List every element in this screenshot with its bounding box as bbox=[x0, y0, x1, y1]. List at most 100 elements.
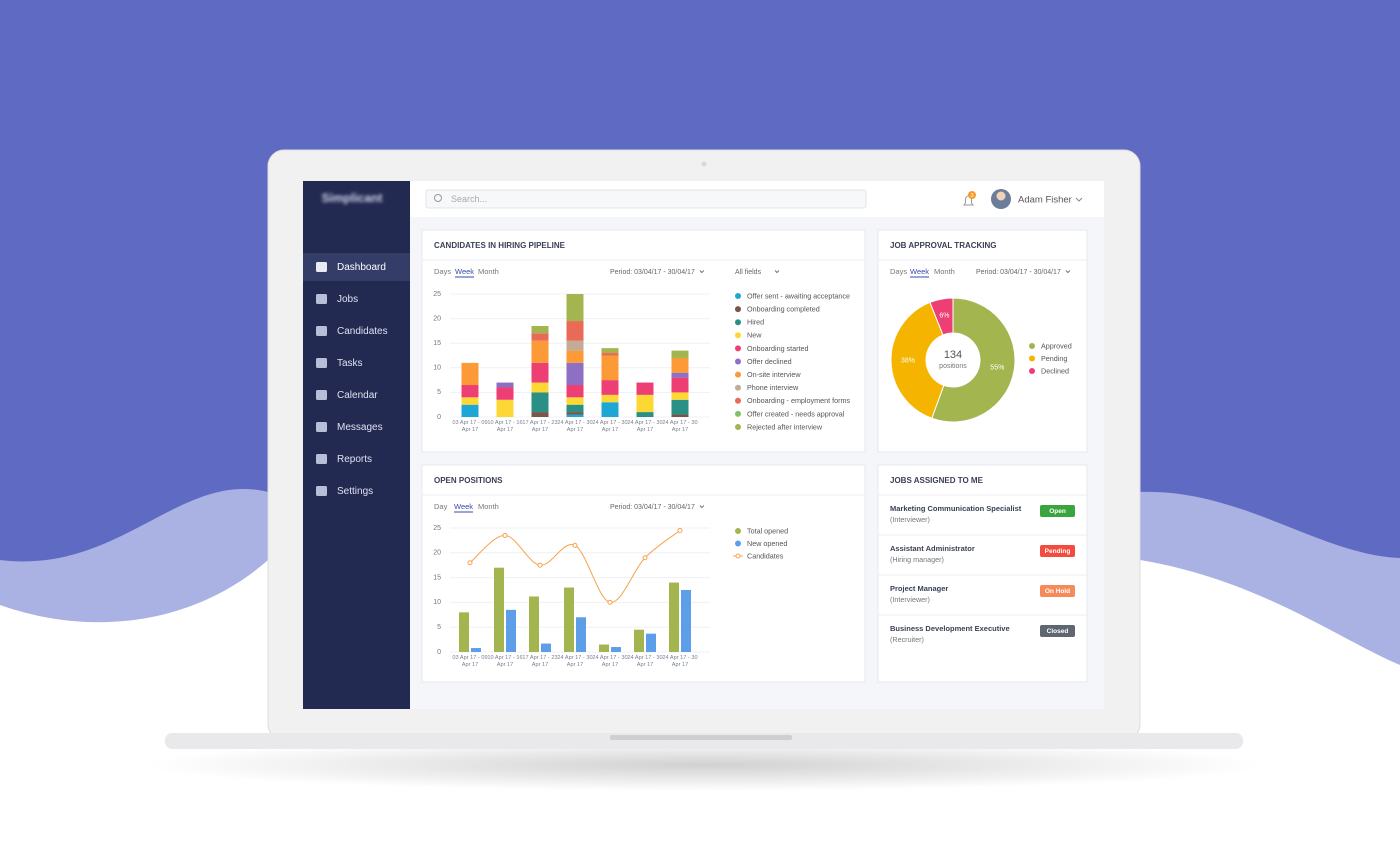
period-tab[interactable]: Month bbox=[478, 267, 499, 276]
dropdown-chevron bbox=[699, 270, 705, 274]
nav-item[interactable]: Reports bbox=[337, 454, 372, 465]
status-badge bbox=[1040, 545, 1075, 557]
nav-icon bbox=[316, 454, 327, 464]
period-tab[interactable]: Week bbox=[455, 267, 474, 276]
status-badge bbox=[1040, 585, 1075, 597]
bar bbox=[506, 609, 516, 652]
y-tick-label: 15 bbox=[433, 340, 441, 347]
x-tick-label: 24 Apr 17 - 30 Apr 17 bbox=[662, 655, 698, 668]
legend-label: Candidates bbox=[747, 551, 784, 560]
filter-select[interactable]: All fields bbox=[735, 269, 762, 276]
nav-item[interactable]: Candidates bbox=[337, 326, 388, 337]
bar bbox=[634, 629, 644, 652]
avatar-face bbox=[996, 191, 1006, 201]
laptop-shadow bbox=[144, 739, 1264, 791]
x-tick-label: 17 Apr 17 - 23 Apr 17 bbox=[522, 655, 558, 668]
bar-segment bbox=[566, 404, 584, 413]
nav-item[interactable]: Settings bbox=[337, 486, 373, 497]
x-tick-label: 03 Apr 17 - 09 Apr 17 bbox=[452, 655, 488, 668]
line-point bbox=[572, 542, 578, 548]
bar-segment bbox=[671, 399, 689, 415]
slice-label: 55% bbox=[990, 365, 1004, 372]
bar-segment bbox=[566, 321, 584, 341]
nav-icon bbox=[316, 358, 327, 368]
card bbox=[421, 229, 866, 453]
job-title[interactable]: Marketing Communication Specialist bbox=[890, 504, 1022, 513]
user-chevron[interactable] bbox=[1075, 197, 1083, 202]
search-box[interactable] bbox=[425, 189, 867, 209]
bar-segment bbox=[636, 382, 654, 395]
legend-label: Pending bbox=[1041, 354, 1067, 363]
period-select[interactable]: Period: 03/04/17 - 30/04/17 bbox=[610, 504, 695, 511]
nav-item[interactable]: Dashboard bbox=[337, 262, 386, 273]
card-title: JOB APPROVAL TRACKING bbox=[890, 241, 997, 250]
bar-segment bbox=[531, 412, 549, 417]
bar-segment bbox=[566, 350, 584, 363]
card-title: CANDIDATES IN HIRING PIPELINE bbox=[434, 241, 566, 250]
line-point bbox=[642, 555, 648, 561]
center-label: positions bbox=[939, 363, 967, 370]
card bbox=[877, 464, 1088, 683]
line-point bbox=[502, 532, 508, 538]
legend-label: New opened bbox=[747, 539, 787, 548]
bar-segment bbox=[461, 397, 479, 405]
period-tab[interactable]: Days bbox=[890, 267, 907, 276]
badge-count: 3 bbox=[970, 193, 973, 199]
x-tick-label: 24 Apr 17 - 30 Apr 17 bbox=[662, 420, 698, 433]
status-label: Open bbox=[1049, 508, 1066, 515]
user-name[interactable]: Adam Fisher bbox=[1018, 195, 1072, 206]
period-tab[interactable]: Month bbox=[478, 502, 499, 511]
slice-label: 6% bbox=[939, 313, 949, 320]
legend-label: Offer sent - awaiting acceptance bbox=[747, 291, 850, 300]
status-label: On Hold bbox=[1045, 588, 1070, 595]
bar-segment bbox=[566, 362, 584, 386]
job-role: (Interviewer) bbox=[890, 515, 930, 524]
nav-item[interactable]: Jobs bbox=[337, 294, 358, 305]
period-select[interactable]: Period: 03/04/17 - 30/04/17 bbox=[976, 269, 1061, 276]
nav-item[interactable]: Tasks bbox=[337, 358, 363, 369]
legend-label: Onboarding - employment forms bbox=[747, 396, 850, 405]
period-tab[interactable]: Week bbox=[454, 502, 473, 511]
period-select[interactable]: Period: 03/04/17 - 30/04/17 bbox=[610, 269, 695, 276]
period-tab[interactable]: Days bbox=[434, 267, 451, 276]
center-value: 134 bbox=[944, 349, 962, 361]
job-title[interactable]: Project Manager bbox=[890, 584, 948, 593]
legend-label: Offer declined bbox=[747, 357, 792, 366]
bar-segment bbox=[671, 414, 689, 417]
job-title[interactable]: Assistant Administrator bbox=[890, 544, 975, 553]
bar-segment bbox=[601, 394, 619, 403]
job-role: (Interviewer) bbox=[890, 595, 930, 604]
period-tab[interactable]: Day bbox=[434, 502, 448, 511]
y-tick-label: 5 bbox=[437, 389, 441, 396]
bar bbox=[564, 587, 574, 652]
period-tab[interactable]: Week bbox=[910, 267, 929, 276]
card-title: JOBS ASSIGNED TO ME bbox=[890, 476, 984, 485]
legend-marker bbox=[1029, 355, 1035, 362]
job-role: (Recruiter) bbox=[890, 635, 924, 644]
legend-marker bbox=[735, 293, 741, 299]
legend-label: Total opened bbox=[747, 526, 788, 535]
legend-marker bbox=[1029, 343, 1035, 349]
job-title[interactable]: Business Development Executive bbox=[890, 624, 1010, 633]
period-tab[interactable]: Month bbox=[934, 267, 955, 276]
y-tick-label: 20 bbox=[433, 550, 441, 557]
legend-label: Hired bbox=[747, 318, 764, 327]
bar bbox=[681, 590, 691, 652]
nav-icon bbox=[316, 262, 327, 272]
dropdown-chevron bbox=[774, 270, 780, 274]
bar-segment bbox=[496, 382, 514, 388]
search-icon bbox=[434, 194, 442, 202]
status-badge bbox=[1040, 625, 1075, 637]
x-tick-label: 10 Apr 17 - 16 Apr 17 bbox=[487, 420, 523, 433]
nav-item[interactable]: Messages bbox=[337, 422, 383, 433]
bar-segment bbox=[566, 340, 584, 351]
x-tick-label: 03 Apr 17 - 09 Apr 17 bbox=[452, 420, 488, 433]
nav-item[interactable]: Calendar bbox=[337, 390, 378, 401]
bar-segment bbox=[566, 414, 584, 417]
bar-segment bbox=[566, 397, 584, 405]
line-point bbox=[467, 560, 473, 566]
legend-marker bbox=[735, 345, 741, 352]
y-tick-label: 15 bbox=[433, 574, 441, 581]
bar-segment bbox=[671, 357, 689, 373]
